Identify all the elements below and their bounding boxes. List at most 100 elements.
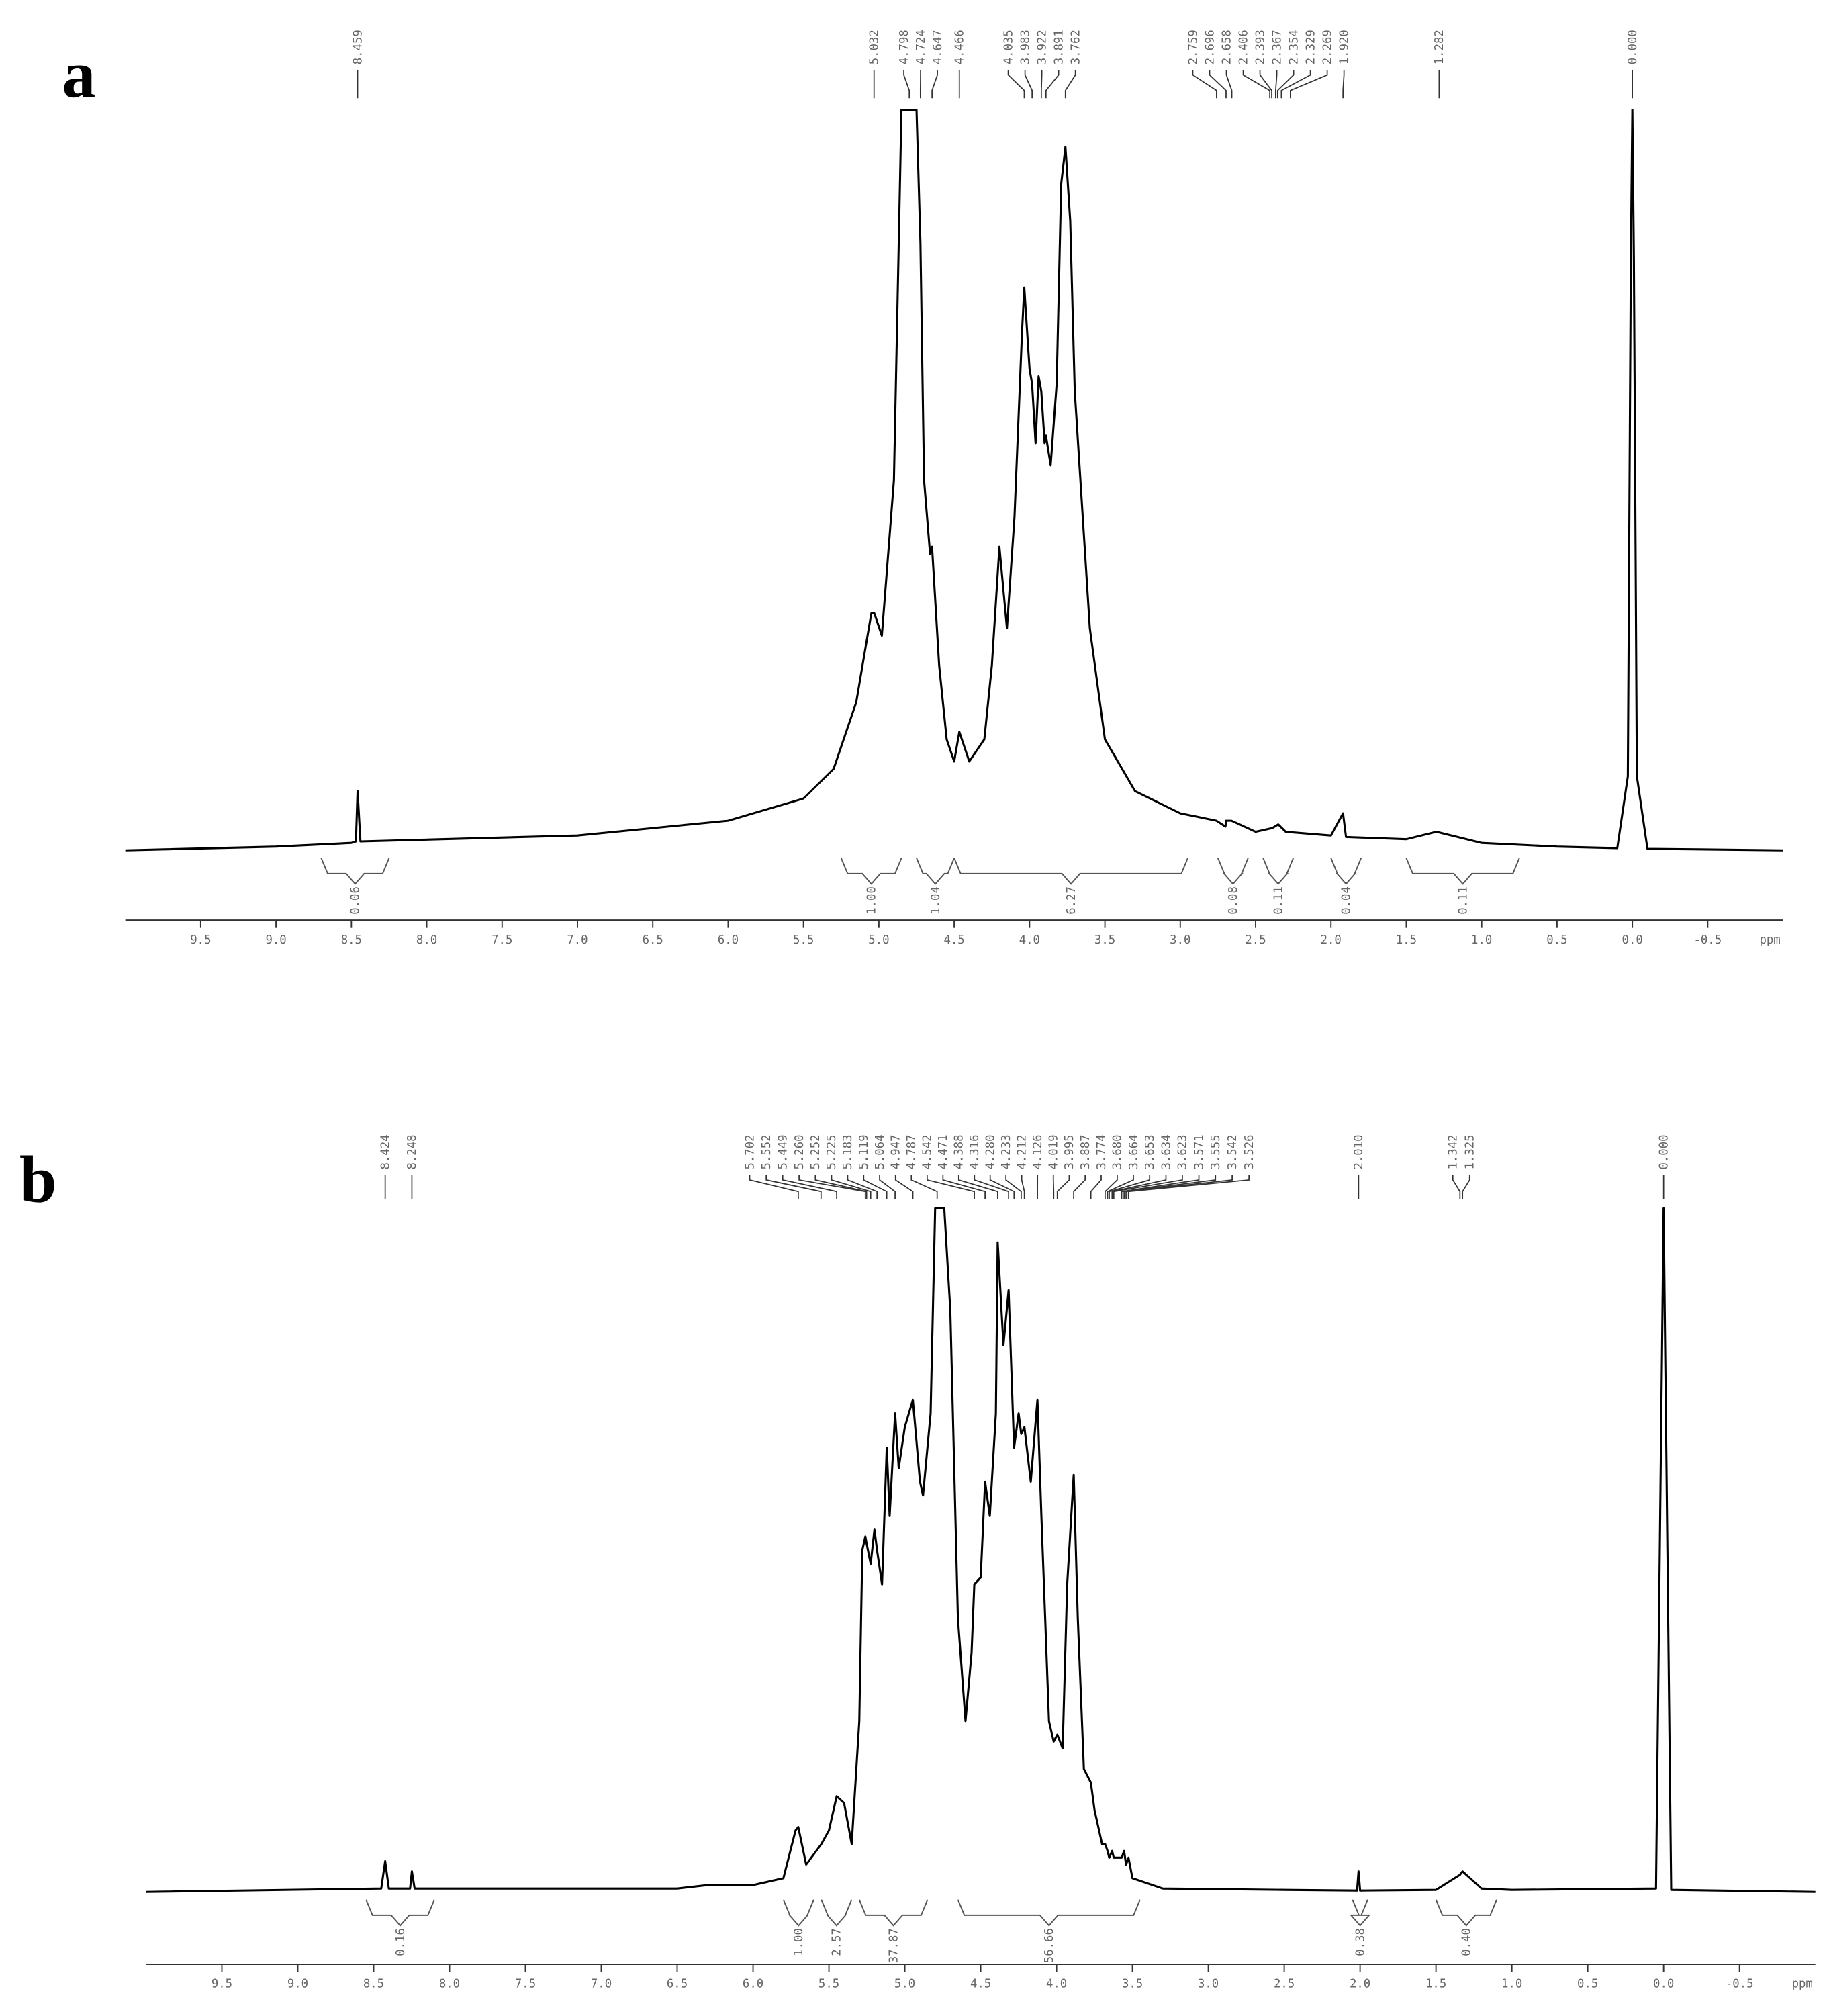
peak-leader (798, 1175, 866, 1199)
peak-leader (957, 1175, 998, 1199)
peak-label: 4.798 (898, 30, 911, 64)
peak-leader (1242, 69, 1270, 99)
integral-bracket (1405, 858, 1520, 885)
integral-bracket (365, 1899, 435, 1927)
peak-label: 5.702 (743, 1134, 757, 1169)
peak-leader (1121, 1175, 1200, 1199)
integral-bracket (821, 1899, 853, 1927)
peak-leader (942, 1175, 986, 1199)
panel-label: a (62, 37, 95, 111)
integral-bracket (858, 1899, 929, 1927)
peak-label: 3.891 (1052, 30, 1066, 64)
x-tick-label: 4.5 (970, 1978, 991, 1991)
peak-leader (1005, 1175, 1022, 1199)
integral-bracket (782, 1899, 814, 1927)
peak-label: 5.225 (825, 1134, 839, 1169)
peak-leader (1111, 1175, 1167, 1199)
peak-label: 4.542 (921, 1134, 935, 1169)
peak-label: 5.449 (776, 1134, 790, 1169)
peak-leader (1342, 69, 1345, 99)
peak-leader (894, 1175, 914, 1199)
peak-label: 4.280 (984, 1134, 997, 1169)
peak-label: 3.887 (1079, 1134, 1092, 1169)
integral-label: 6.27 (1065, 886, 1078, 915)
peak-leader (1276, 69, 1295, 99)
peak-label: 5.119 (857, 1134, 871, 1169)
peak-leader (910, 1175, 938, 1199)
integral-label: 0.38 (1354, 1928, 1367, 1956)
peak-label: 5.260 (793, 1134, 806, 1169)
peak-leader (879, 1175, 896, 1199)
integral-label: 0.06 (349, 886, 363, 915)
integral-label: 1.00 (865, 886, 878, 915)
peak-leader (974, 1175, 1010, 1199)
peak-leader (1024, 69, 1033, 99)
integral-label: 2.57 (831, 1928, 844, 1956)
peak-leader (1209, 69, 1227, 99)
peak-leader (1109, 1175, 1151, 1199)
x-tick-label: 8.5 (341, 933, 362, 947)
x-tick-label: 8.0 (439, 1978, 460, 1991)
peak-leader (1040, 69, 1043, 99)
peak-label: 4.787 (905, 1134, 919, 1169)
peak-label: 8.424 (379, 1134, 392, 1169)
x-tick-label: 3.5 (1122, 1978, 1143, 1991)
peak-leader (749, 1175, 799, 1199)
x-tick-label: 2.5 (1274, 1978, 1295, 1991)
peak-label: 8.459 (351, 30, 365, 64)
peak-label: 2.329 (1304, 30, 1317, 64)
peak-label: 4.471 (937, 1134, 950, 1169)
peak-leader (1192, 69, 1217, 99)
integral-bracket (916, 858, 955, 885)
peak-leader (1452, 1175, 1461, 1199)
peak-leader (1280, 69, 1311, 99)
x-tick-label: 2.0 (1321, 933, 1342, 947)
x-tick-label: 9.5 (212, 1978, 232, 1991)
peak-leader (1225, 69, 1233, 99)
x-tick-label: 4.0 (1019, 933, 1040, 947)
peak-label: 4.466 (953, 30, 967, 64)
x-tick-label: 8.5 (363, 1978, 384, 1991)
peak-leader (1127, 1175, 1250, 1199)
integral-bracket (953, 858, 1188, 885)
integral-label: 1.04 (929, 886, 943, 915)
peak-leader (1052, 1175, 1055, 1199)
x-tick-label: 0.0 (1622, 933, 1643, 947)
peak-leader (1045, 69, 1060, 99)
peak-leader (1056, 1175, 1070, 1199)
peak-leader (1289, 69, 1328, 99)
x-tick-label: 2.0 (1350, 1978, 1370, 1991)
x-unit: ppm (1759, 933, 1780, 947)
peak-label: 3.995 (1063, 1134, 1076, 1169)
peak-label: 1.342 (1447, 1134, 1460, 1169)
x-tick-label: 4.5 (943, 933, 964, 947)
x-tick-label: 4.0 (1046, 1978, 1067, 1991)
peak-leader (1274, 69, 1278, 99)
integral-label: 0.40 (1460, 1928, 1474, 1956)
spectrum-line (146, 1207, 1816, 1893)
peak-leader (931, 69, 938, 99)
x-tick-label: 1.0 (1471, 933, 1492, 947)
peak-label: 4.212 (1015, 1134, 1029, 1169)
peak-label: 2.393 (1254, 30, 1267, 64)
peak-label: 1.325 (1464, 1134, 1477, 1169)
integral-bracket (1350, 1899, 1371, 1927)
peak-label: 5.064 (874, 1134, 887, 1169)
peak-label: 4.647 (931, 30, 945, 64)
integral-label: 0.04 (1340, 886, 1353, 915)
x-tick-label: 3.0 (1170, 933, 1190, 947)
x-tick-label: 5.5 (793, 933, 814, 947)
x-tick-label: 6.0 (718, 933, 739, 947)
peak-leader (1090, 1175, 1102, 1199)
peak-leader (1105, 1175, 1118, 1199)
peak-label: 2.759 (1186, 30, 1200, 64)
integral-label: 0.16 (394, 1928, 408, 1956)
peak-label: 5.252 (809, 1134, 823, 1169)
integral-label: 1.00 (792, 1928, 806, 1956)
peak-leader (863, 1175, 888, 1199)
x-tick-label: 6.5 (643, 933, 663, 947)
x-tick-label: 7.0 (567, 933, 588, 947)
integral-label: 0.11 (1456, 886, 1470, 915)
